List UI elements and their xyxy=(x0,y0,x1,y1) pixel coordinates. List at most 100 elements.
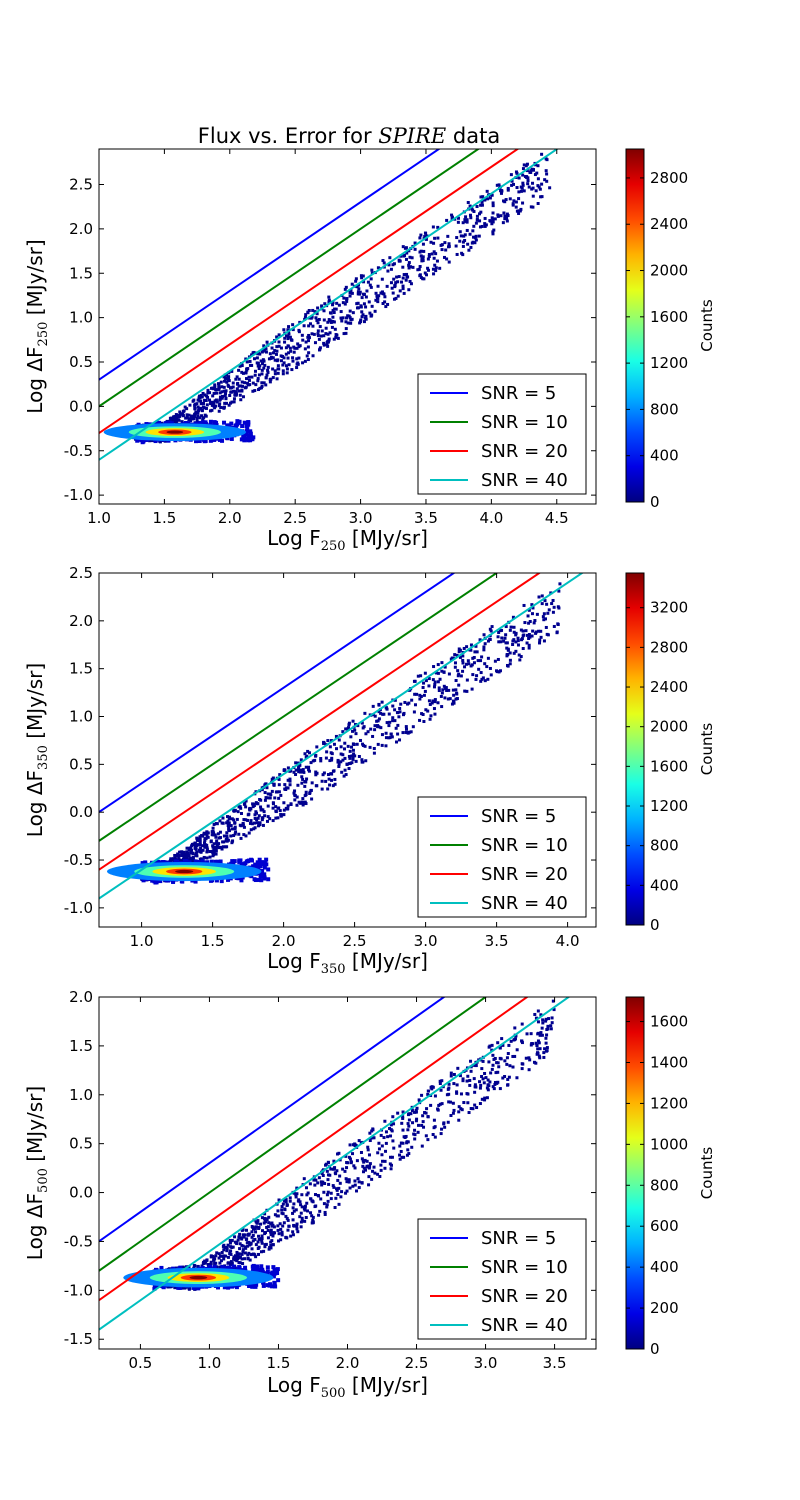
snr-line-10 xyxy=(99,149,481,408)
x-tick-label: 2.5 xyxy=(343,932,367,950)
y-tick-label: 2.5 xyxy=(69,176,93,194)
y-tick-label: 0.0 xyxy=(69,803,93,821)
colorbar-tick-label: 800 xyxy=(650,837,679,855)
y-tick-label: -0.5 xyxy=(64,442,93,460)
y-tick-label: 1.5 xyxy=(69,660,93,678)
legend: SNR = 5 SNR = 10 SNR = 20 SNR = 40 xyxy=(417,373,587,495)
y-axis-title: Log ΔF500 [MJy/sr] xyxy=(23,1086,51,1260)
legend-entry-snr-10: SNR = 10 xyxy=(481,1257,568,1278)
legend-entry-snr-5: SNR = 5 xyxy=(481,806,556,827)
legend-entry-snr-20: SNR = 20 xyxy=(481,864,568,885)
x-tick-label: 1.5 xyxy=(201,932,225,950)
x-axis-title: Log F500 [MJy/sr] xyxy=(267,1373,428,1401)
y-tick-label: 0.5 xyxy=(69,755,93,773)
x-tick-label: 1.5 xyxy=(267,1354,291,1372)
y-tick-label: -0.5 xyxy=(64,1232,93,1250)
snr-line-5 xyxy=(99,573,456,813)
snr-line-10 xyxy=(99,997,488,1272)
colorbar-label: Counts xyxy=(698,723,716,776)
y-tick-label: -1.0 xyxy=(64,486,93,504)
legend: SNR = 5 SNR = 10 SNR = 20 SNR = 40 xyxy=(417,796,587,918)
colorbar-tick-label: 2400 xyxy=(650,215,688,233)
colorbar-tick-label: 2000 xyxy=(650,262,688,280)
x-axis-title: Log F250 [MJy/sr] xyxy=(267,526,428,554)
panel-250: 1.0 1.5 2.0 2.5 3.0 3.5 4.0 4.5 -1.0 -0.5 0.0 0.5 1.… xyxy=(23,148,716,554)
legend-entry-snr-5: SNR = 5 xyxy=(481,1228,556,1249)
colorbar-tick-label: 2400 xyxy=(650,678,688,696)
snr-line-10 xyxy=(99,573,499,842)
axes-frame xyxy=(98,148,597,505)
y-tick-label: 2.0 xyxy=(69,988,93,1006)
colorbar-tick-label: 1000 xyxy=(650,1135,688,1153)
y-tick-label: -1.0 xyxy=(64,899,93,917)
y-tick-label: 0.5 xyxy=(69,1135,93,1153)
legend-entry-snr-40: SNR = 40 xyxy=(481,893,568,914)
colorbar-label: Counts xyxy=(698,299,716,352)
density-map-250 xyxy=(103,152,552,445)
y-axis-title: Log ΔF350 [MJy/sr] xyxy=(23,663,51,837)
x-tick-label: 3.0 xyxy=(349,509,373,527)
colorbar-tick-label: 0 xyxy=(650,493,660,511)
x-tick-label: 3.0 xyxy=(474,1354,498,1372)
y-tick-label: 1.0 xyxy=(69,708,93,726)
snr-line-20 xyxy=(99,149,520,434)
colorbar-tick-label: 2000 xyxy=(650,718,688,736)
legend-entry-snr-20: SNR = 20 xyxy=(481,1286,568,1307)
panel-350: 1.0 1.5 2.0 2.5 3.0 3.5 4.0 -1.0 -0.5 0.0 0.5 1.0 1.… xyxy=(23,564,716,977)
colorbar-tick-label: 2800 xyxy=(650,169,688,187)
colorbar-tick-label: 2800 xyxy=(650,638,688,656)
y-tick-label: 2.5 xyxy=(69,564,93,582)
snr-line-40 xyxy=(99,997,571,1331)
x-tick-label: 4.5 xyxy=(545,509,569,527)
colorbar-tick-label: 200 xyxy=(650,1299,679,1317)
x-tick-label: 2.0 xyxy=(218,509,242,527)
y-axis-title: Log ΔF250 [MJy/sr] xyxy=(23,239,51,413)
colorbar-tick-label: 800 xyxy=(650,400,679,418)
legend-entry-snr-20: SNR = 20 xyxy=(481,441,568,462)
legend: SNR = 5 SNR = 10 SNR = 20 SNR = 40 xyxy=(417,1218,587,1340)
x-tick-label: 3.5 xyxy=(485,932,509,950)
snr-line-40 xyxy=(99,149,559,461)
colorbar-tick-label: 3200 xyxy=(650,599,688,617)
legend-entry-snr-10: SNR = 10 xyxy=(481,412,568,433)
legend-entry-snr-40: SNR = 40 xyxy=(481,1315,568,1336)
y-tick-label: 0.0 xyxy=(69,1184,93,1202)
colorbar-label: Counts xyxy=(698,1147,716,1200)
x-tick-label: 4.0 xyxy=(556,932,580,950)
colorbar-tick-label: 1600 xyxy=(650,1013,688,1031)
colorbar-tick-label: 1600 xyxy=(650,757,688,775)
y-tick-label: 1.0 xyxy=(69,309,93,327)
legend-entry-snr-40: SNR = 40 xyxy=(481,470,568,491)
x-tick-label: 2.0 xyxy=(272,932,296,950)
colorbar: 0 400 800 1200 1600 2000 2400 2800 Counts xyxy=(625,148,716,511)
y-tick-label: -0.5 xyxy=(64,851,93,869)
x-tick-label: 1.0 xyxy=(198,1354,222,1372)
y-tick-label: 0.5 xyxy=(69,353,93,371)
colorbar-tick-label: 600 xyxy=(650,1217,679,1235)
colorbar-tick-label: 400 xyxy=(650,447,679,465)
x-tick-label: 4.0 xyxy=(479,509,503,527)
density-map-350 xyxy=(106,582,562,885)
y-tick-label: -1.0 xyxy=(64,1281,93,1299)
x-tick-label: 1.5 xyxy=(152,509,176,527)
x-tick-label: 2.5 xyxy=(405,1354,429,1372)
colorbar-tick-label: 1600 xyxy=(650,308,688,326)
snr-line-20 xyxy=(99,997,529,1302)
colorbar-tick-label: 400 xyxy=(650,1258,679,1276)
colorbar-tick-label: 800 xyxy=(650,1176,679,1194)
x-tick-label: 2.5 xyxy=(283,509,307,527)
colorbar-tick-label: 1200 xyxy=(650,354,688,372)
x-tick-label: 1.0 xyxy=(87,509,111,527)
colorbar: 0 400 800 1200 1600 2000 2400 2800 3200 Counts xyxy=(625,572,716,934)
y-tick-label: 1.0 xyxy=(69,1086,93,1104)
y-tick-label: 1.5 xyxy=(69,1037,93,1055)
x-tick-label: 3.5 xyxy=(414,509,438,527)
y-tick-label: 1.5 xyxy=(69,264,93,282)
snr-line-5 xyxy=(99,997,446,1243)
legend-entry-snr-10: SNR = 10 xyxy=(481,835,568,856)
x-axis-title: Log F350 [MJy/sr] xyxy=(267,949,428,977)
density-map-500 xyxy=(123,999,556,1291)
y-tick-label: 2.0 xyxy=(69,612,93,630)
legend-entry-snr-5: SNR = 5 xyxy=(481,383,556,404)
